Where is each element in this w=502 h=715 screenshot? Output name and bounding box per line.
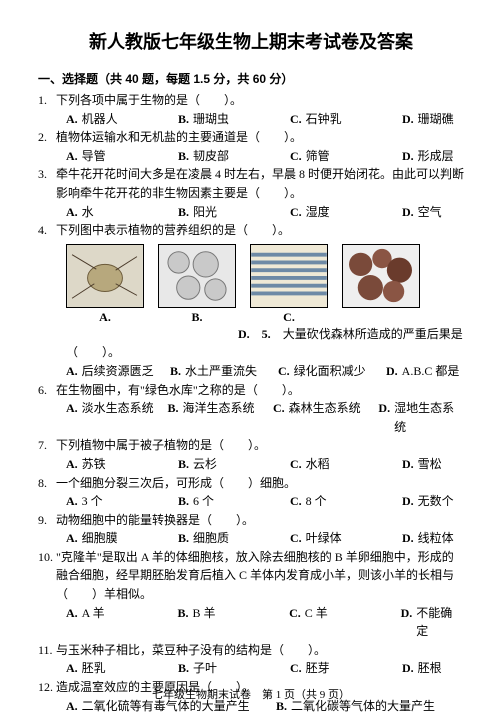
q-number: 1. <box>38 91 56 110</box>
page-footer: 七年级生物期末试卷 第 1 页（共 9 页） <box>0 686 502 702</box>
q4-image-a <box>66 244 144 308</box>
q6-options: A.淡水生态系统 B.海洋生态系统 C.森林生态系统 D.湿地生态系统 <box>38 399 464 436</box>
question-11: 11. 与玉米种子相比，菜豆种子没有的结构是（ ）。 <box>38 641 464 660</box>
question-4: 4. 下列图中表示植物的营养组织的是（ ）。 <box>38 221 464 240</box>
q11-options: A.胚乳 B.子叶 C.胚芽 D.胚根 <box>38 659 464 678</box>
page-title: 新人教版七年级生物上期末考试卷及答案 <box>38 28 464 54</box>
question-7: 7. 下列植物中属于被子植物的是（ ）。 <box>38 436 464 455</box>
question-6: 6. 在生物圈中，有"绿色水库"之称的是（ ）。 <box>38 381 464 400</box>
q2-options: A.导管 B.韧皮部 C.筛管 D.形成层 <box>38 147 464 166</box>
question-10: 10. "克隆羊"是取出 A 羊的体细胞核，放入除去细胞核的 B 羊卵细胞中，形… <box>38 548 464 604</box>
q5-blank-line: （ ）。 <box>38 343 464 362</box>
q4-image-b <box>158 244 236 308</box>
question-1: 1. 下列各项中属于生物的是（ ）。 <box>38 91 464 110</box>
question-5-line: D. 5. 大量砍伐森林所造成的严重后果是 <box>38 325 464 344</box>
q5-options: A.后续资源匮乏 B.水土严重流失 C.绿化面积减少 D.A.B.C 都是 <box>38 362 464 381</box>
q4-image-d <box>342 244 420 308</box>
section-heading: 一、选择题（共 40 题，每题 1.5 分，共 60 分） <box>38 70 464 87</box>
q4-image-labels: A. B. C. <box>38 310 464 325</box>
q4-images <box>38 244 464 308</box>
question-8: 8. 一个细胞分裂三次后，可形成（ ）细胞。 <box>38 474 464 493</box>
question-9: 9. 动物细胞中的能量转换器是（ ）。 <box>38 511 464 530</box>
q-stem: 下列各项中属于生物的是（ ）。 <box>56 91 464 110</box>
q1-options: A.机器人 B.珊瑚虫 C.石钟乳 D.珊瑚礁 <box>38 110 464 129</box>
q10-options: A.A 羊 B.B 羊 C.C 羊 D.不能确定 <box>38 604 464 641</box>
q7-options: A.苏铁 B.云杉 C.水稻 D.雪松 <box>38 455 464 474</box>
question-3: 3. 牵牛花开花时间大多是在凌晨 4 时左右，早晨 8 时便开始闭花。由此可以判… <box>38 165 464 202</box>
question-2: 2. 植物体运输水和无机盐的主要通道是（ ）。 <box>38 128 464 147</box>
q9-options: A.细胞膜 B.细胞质 C.叶绿体 D.线粒体 <box>38 529 464 548</box>
q3-options: A.水 B.阳光 C.湿度 D.空气 <box>38 203 464 222</box>
q4-image-c <box>250 244 328 308</box>
q8-options: A.3 个 B.6 个 C.8 个 D.无数个 <box>38 492 464 511</box>
